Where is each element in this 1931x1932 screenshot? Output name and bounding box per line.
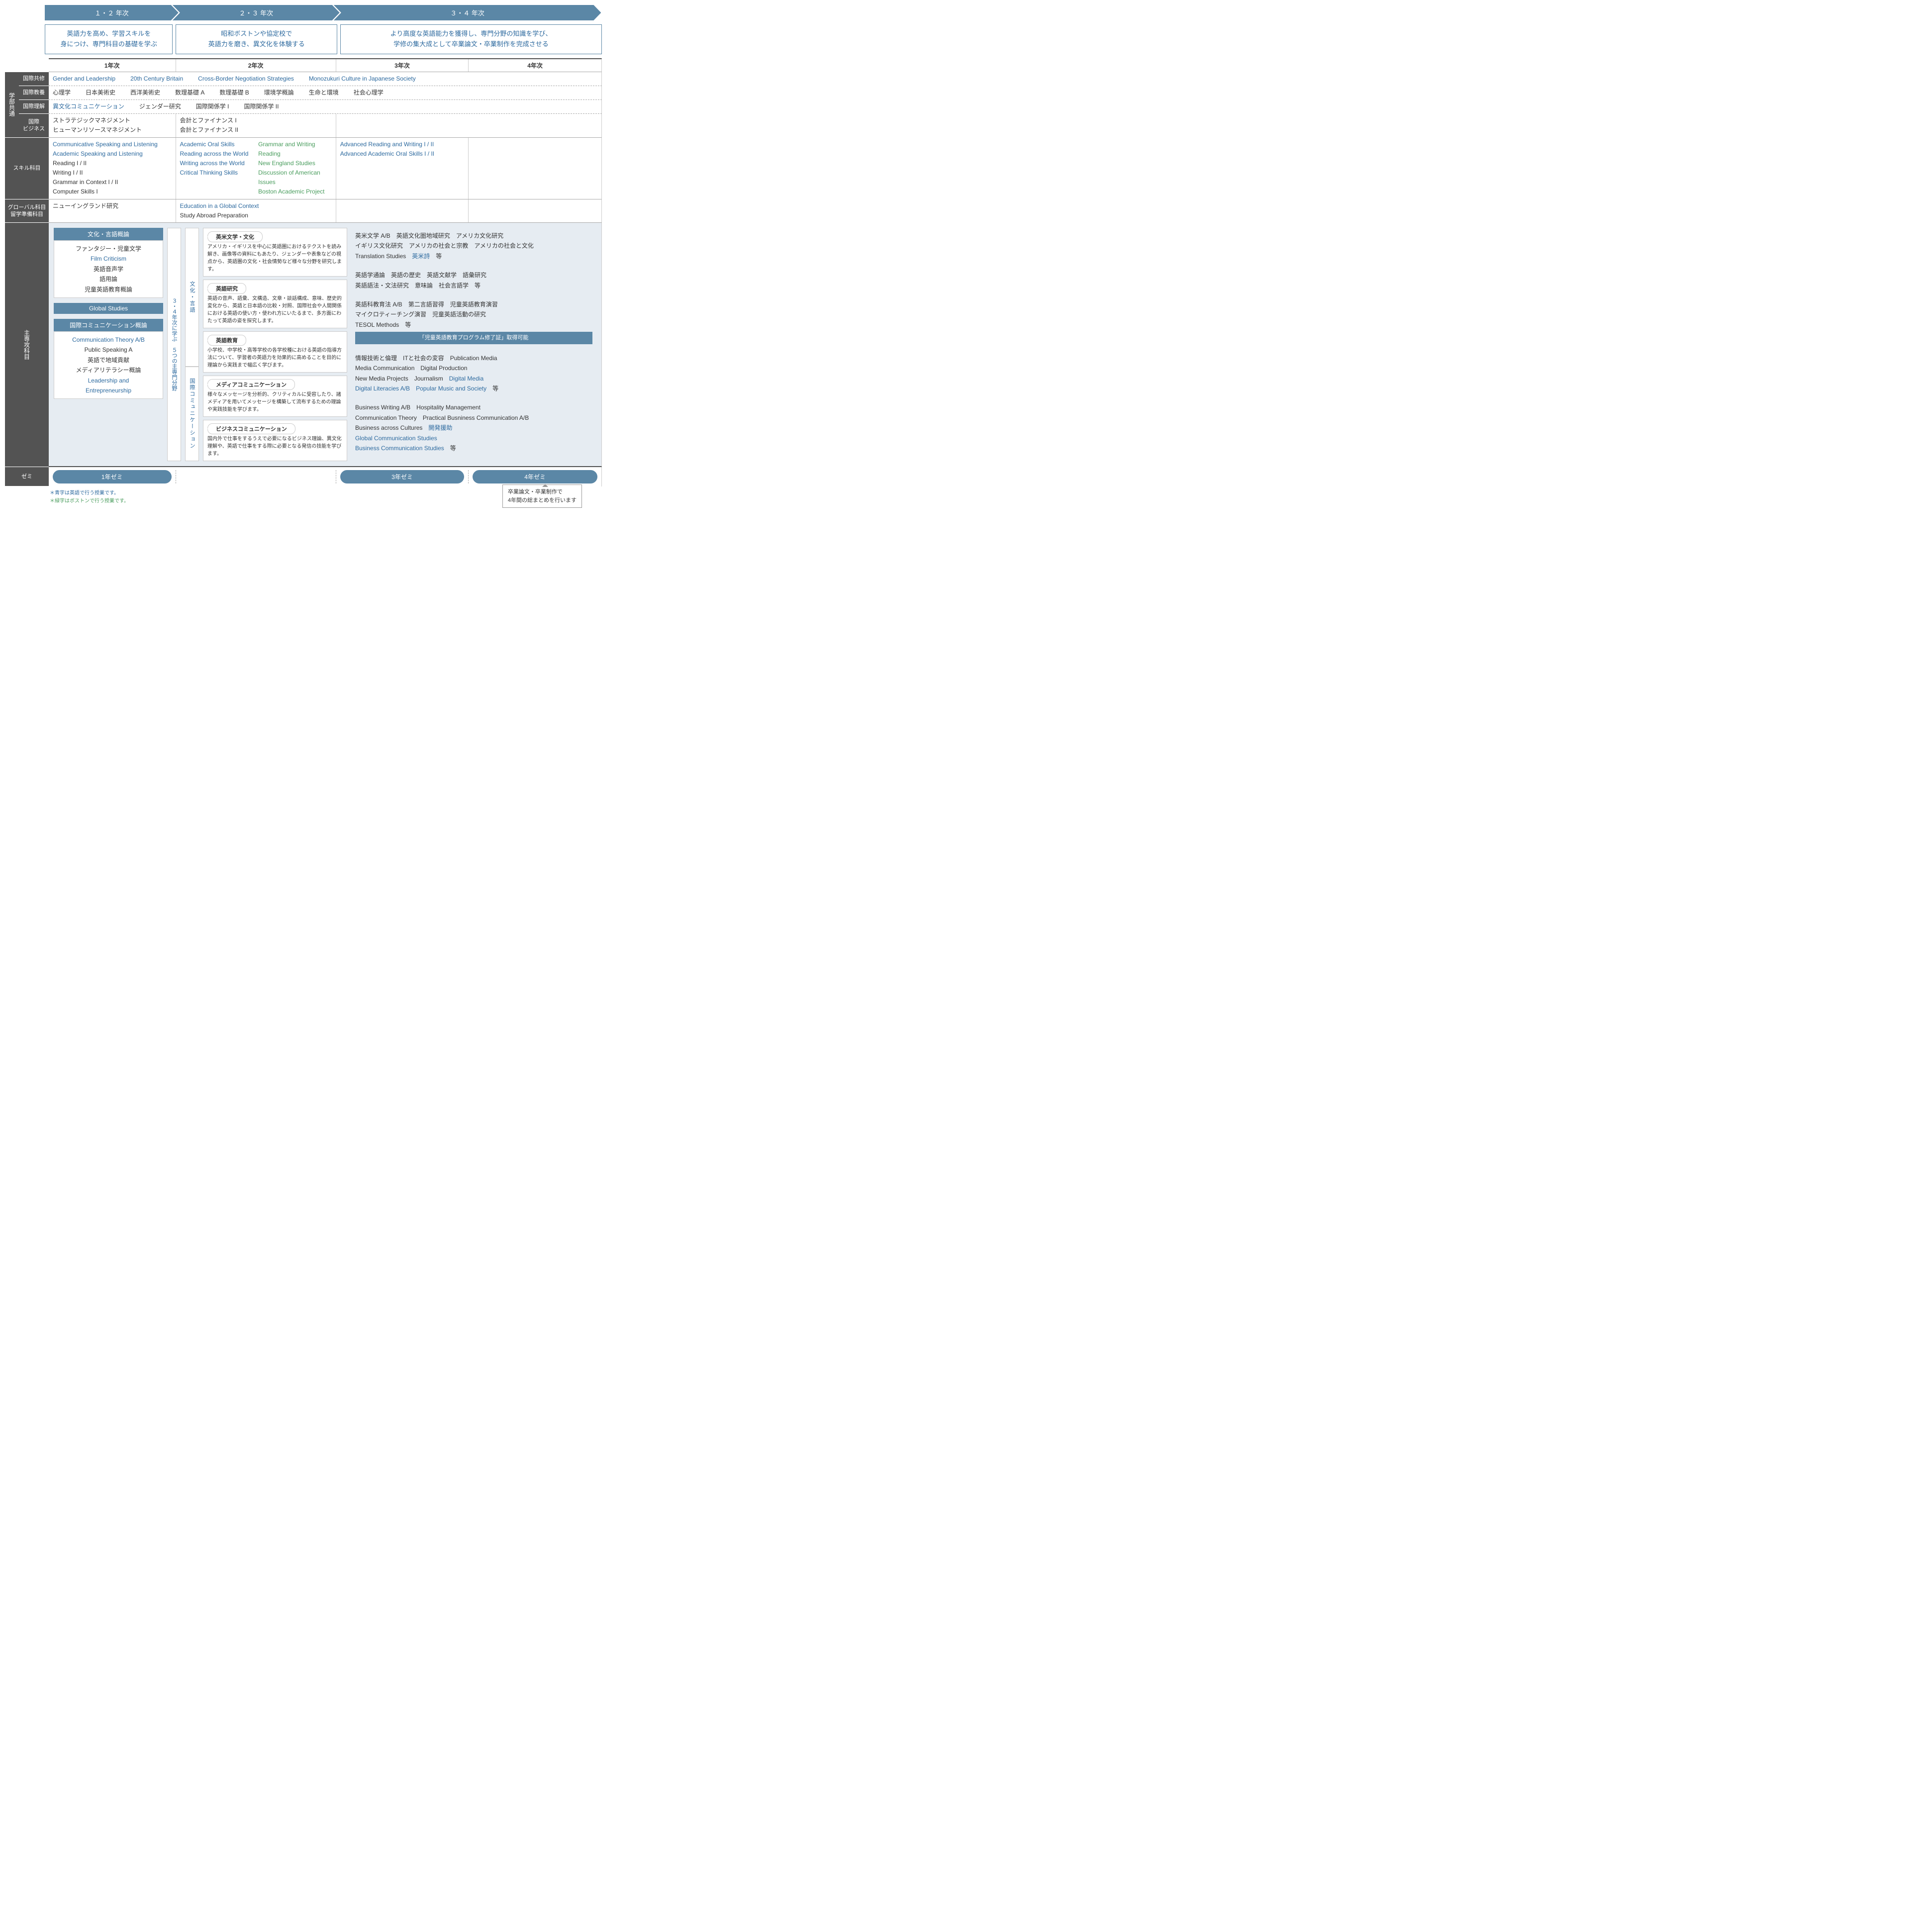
course-box: 英語学通論 英語の歴史 英語文献学 語彙研究英語語法・文法研究 意味論 社会言語… xyxy=(351,267,596,293)
sub-business: 国際ビジネス xyxy=(19,114,49,137)
vert-comm: 国際コミュニケーション xyxy=(185,367,199,461)
chevron-1: １・２ 年次 xyxy=(45,5,179,20)
sub-rikai: 国際理解 xyxy=(19,100,49,114)
field-box: ビジネスコミュニケーション国内外で仕事をするうえで必要になるビジネス理論、異文化… xyxy=(203,420,347,461)
course-box: 英語科教育法 A/B 第二言語習得 児童英語教育演習マイクロティーチング演習 児… xyxy=(351,296,596,347)
vert-culture: 文化・言語 xyxy=(185,228,199,367)
skill-row: Communicative Speaking and ListeningAcad… xyxy=(49,138,602,199)
callout-graduation: 卒業論文・卒業制作で4年間の総まとめを行います xyxy=(502,484,582,508)
side-gakubu: 学部共通 xyxy=(5,72,19,138)
field-box: 英米文学・文化アメリカ・イギリスを中心に英語圏におけるテクストを読み解き、画像等… xyxy=(203,228,347,277)
major-section: 文化・言語概論ファンタジー・児童文学Film Criticism英語音声学語用論… xyxy=(49,223,602,467)
stage-descriptions: 英語力を高め、学習スキルを身につけ、専門科目の基礎を学ぶ 昭和ボストンや協定校で… xyxy=(45,24,602,54)
course-box: 英米文学 A/B 英語文化圏地域研究 アメリカ文化研究イギリス文化研究 アメリカ… xyxy=(351,228,596,264)
chevron-3: ３・４ 年次 xyxy=(334,5,601,20)
year-1: 1年次 xyxy=(49,59,176,72)
desc-3: より高度な英語能力を獲得し、専門分野の知識を学び、学修の集大成として卒業論文・卒… xyxy=(340,24,602,54)
zemi-pill: 3年ゼミ xyxy=(340,470,465,483)
desc-1: 英語力を高め、学習スキルを身につけ、専門科目の基礎を学ぶ xyxy=(45,24,173,54)
year-3: 3年次 xyxy=(336,59,469,72)
field-box: 英語研究英語の音声、語彙、文構造、文章・談話構成、意味、歴史的変化から、英語と日… xyxy=(203,280,347,328)
sub-kyoyo: 国際教養 xyxy=(19,86,49,100)
vert-outer: ３・４年次に学ぶ ５つの主専門分野 xyxy=(167,228,181,461)
global-row: ニューイングランド研究 Education in a Global Contex… xyxy=(49,199,602,223)
side-zemi: ゼミ xyxy=(5,467,49,486)
zemi-pill: 1年ゼミ xyxy=(53,470,172,483)
course-box: 情報技術と倫理 ITと社会の変容 Publication MediaMedia … xyxy=(351,350,596,397)
side-skill: スキル科目 xyxy=(5,138,49,199)
kyoshu-courses: Gender and Leadership20th Century Britai… xyxy=(49,72,601,86)
stage-chevrons: １・２ 年次 ２・３ 年次 ３・４ 年次 xyxy=(45,5,602,20)
desc-2: 昭和ボストンや協定校で英語力を磨き、異文化を体験する xyxy=(176,24,337,54)
course-box: Business Writing A/B Hospitality Managem… xyxy=(351,399,596,456)
field-box: メディアコミュニケーション様々なメッセージを分析的、クリティカルに受容したり、諸… xyxy=(203,376,347,417)
business-row: ストラテジックマネジメントヒューマンリソースマネジメント 会計とファイナンス I… xyxy=(49,114,602,137)
sub-kyoshu: 国際共修 xyxy=(19,72,49,86)
year-2: 2年次 xyxy=(176,59,336,72)
field-box: 英語教育小学校、中学校・高等学校の各学校種における英語の指導方法について、学習者… xyxy=(203,331,347,373)
side-major: 主専攻科目 xyxy=(5,223,49,467)
zemi-row: 1年ゼミ 3年ゼミ 4年ゼミ xyxy=(49,467,602,486)
zemi-pill: 4年ゼミ xyxy=(473,470,597,483)
year-4: 4年次 xyxy=(469,59,601,72)
side-global: グローバル科目留学準備科目 xyxy=(5,199,49,223)
kyoyo-courses: 心理学日本美術史西洋美術史数理基礎 A数理基礎 B環境学概論生命と環境社会心理学 xyxy=(49,86,601,99)
rikai-courses: 異文化コミュニケーションジェンダー研究国際関係学 I国際関係学 II xyxy=(49,100,601,113)
year-header: 1年次 2年次 3年次 4年次 xyxy=(49,58,602,72)
chevron-2: ２・３ 年次 xyxy=(173,5,340,20)
